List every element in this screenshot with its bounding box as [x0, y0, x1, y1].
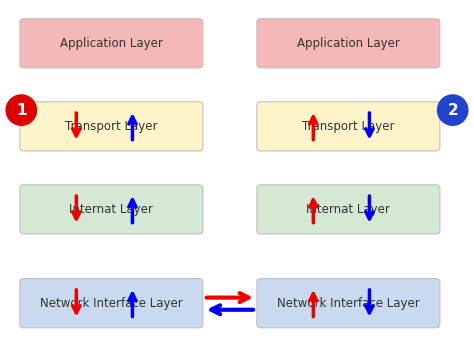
Text: Network Interface Layer: Network Interface Layer	[277, 297, 420, 310]
FancyBboxPatch shape	[20, 19, 203, 68]
FancyBboxPatch shape	[257, 279, 440, 328]
FancyBboxPatch shape	[20, 279, 203, 328]
FancyBboxPatch shape	[257, 185, 440, 234]
Text: Internat Layer: Internat Layer	[307, 203, 390, 216]
Text: Transport Layer: Transport Layer	[302, 120, 395, 133]
Text: 2: 2	[447, 103, 458, 118]
Ellipse shape	[438, 95, 468, 125]
FancyBboxPatch shape	[257, 19, 440, 68]
FancyBboxPatch shape	[20, 102, 203, 151]
FancyBboxPatch shape	[257, 102, 440, 151]
FancyBboxPatch shape	[20, 185, 203, 234]
Text: Network Interface Layer: Network Interface Layer	[40, 297, 183, 310]
Text: Internat Layer: Internat Layer	[70, 203, 153, 216]
Text: Application Layer: Application Layer	[297, 37, 400, 50]
Text: Transport Layer: Transport Layer	[65, 120, 158, 133]
Text: Application Layer: Application Layer	[60, 37, 163, 50]
Ellipse shape	[6, 95, 36, 125]
Text: 1: 1	[16, 103, 27, 118]
